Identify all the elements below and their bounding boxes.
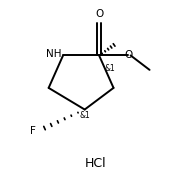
Text: &1: &1	[79, 111, 90, 120]
Text: F: F	[30, 126, 36, 136]
Text: O: O	[95, 9, 103, 19]
Text: &1: &1	[104, 64, 115, 73]
Text: NH: NH	[46, 49, 61, 59]
Text: HCl: HCl	[85, 157, 106, 170]
Text: O: O	[125, 51, 133, 60]
